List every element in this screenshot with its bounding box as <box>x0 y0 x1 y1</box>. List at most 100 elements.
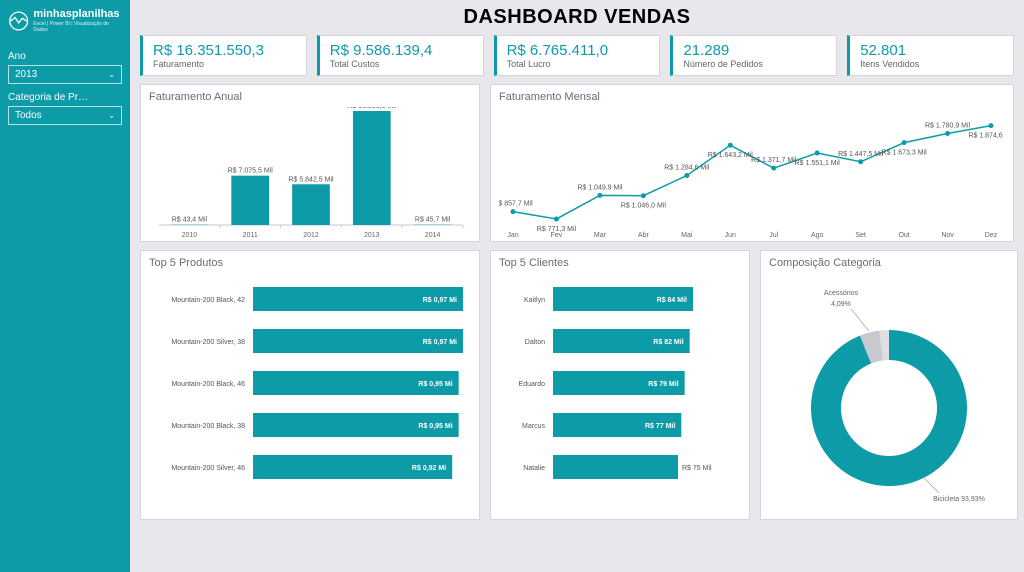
svg-text:R$ 1.551,1 Mil: R$ 1.551,1 Mil <box>795 160 841 167</box>
svg-text:R$ 0,95 Mi: R$ 0,95 Mi <box>418 381 452 388</box>
chart-title: Composição Categoria <box>769 257 1009 269</box>
svg-text:R$ 1.780,9 Mil: R$ 1.780,9 Mil <box>925 123 971 130</box>
chart-top5p-svg: Mountain-200 Black, 42 R$ 0,97 Mi Mountain… <box>149 273 473 515</box>
svg-text:Ago: Ago <box>811 232 824 239</box>
svg-text:Abr: Abr <box>638 232 650 239</box>
filter-cat-select[interactable]: Todos ⌄ <box>8 106 122 125</box>
filter-ano-label: Ano <box>8 51 122 62</box>
page-title: DASHBOARD VENDAS <box>140 6 1014 29</box>
main: DASHBOARD VENDAS R$ 16.351.550,3 Faturam… <box>130 0 1024 572</box>
svg-text:Kaitlyn: Kaitlyn <box>524 297 545 304</box>
svg-text:Mountain-200 Black, 42: Mountain-200 Black, 42 <box>171 297 245 304</box>
chart-mensal-svg: R$ 857,7 MilJanR$ 771,3 MilFevR$ 1.049,9… <box>499 107 1005 241</box>
svg-text:Dalton: Dalton <box>525 339 545 346</box>
svg-text:R$ 1.874,6 Mil: R$ 1.874,6 Mil <box>968 133 1005 140</box>
chevron-down-icon: ⌄ <box>108 70 115 79</box>
brand-name: minhasplanilhas <box>33 8 122 20</box>
filter-ano-value: 2013 <box>15 69 37 80</box>
chart-composicao[interactable]: Composição Categoria Acessórios 4,09% Bici… <box>760 250 1018 520</box>
chart-annual-svg: R$ 43,4 Mil 2010 R$ 7.075,5 Mil 2011 R$ 5.84… <box>149 107 473 241</box>
svg-text:Mai: Mai <box>681 232 693 239</box>
svg-text:R$ 75 Mil: R$ 75 Mil <box>682 465 712 472</box>
chart-title: Top 5 Produtos <box>149 257 471 269</box>
chart-annual[interactable]: Faturamento Anual R$ 43,4 Mil 2010 R$ 7.07… <box>140 84 480 242</box>
brand-logo: minhasplanilhas Excel | Power BI | Visua… <box>8 8 122 33</box>
chart-top5-produtos[interactable]: Top 5 Produtos Mountain-200 Black, 42 R$ … <box>140 250 480 520</box>
svg-text:2010: 2010 <box>182 232 198 239</box>
kpi-label: Total Custos <box>330 59 475 69</box>
chart-title: Top 5 Clientes <box>499 257 741 269</box>
svg-text:R$ 1.371,7 Mil: R$ 1.371,7 Mil <box>751 157 797 164</box>
kpi-value: R$ 6.765.411,0 <box>507 42 652 59</box>
svg-text:R$ 5.842,5 Mil: R$ 5.842,5 Mil <box>288 176 334 183</box>
svg-text:R$ 1.673,3 Mil: R$ 1.673,3 Mil <box>882 150 928 157</box>
chart-top5c-svg: Kaitlyn R$ 84 Mil Dalton R$ 82 Mil Eduardo R$… <box>499 273 743 515</box>
filter-cat-label: Categoria de Pr… <box>8 92 122 103</box>
brand-sub: Excel | Power BI | Visualização de Dados <box>33 21 122 33</box>
sidebar: minhasplanilhas Excel | Power BI | Visua… <box>0 0 130 572</box>
svg-text:R$ 0,97 Mi: R$ 0,97 Mi <box>423 297 457 304</box>
svg-text:Dez: Dez <box>985 232 998 239</box>
kpi-value: 52.801 <box>860 42 1005 59</box>
kpi-label: Número de Pedidos <box>683 59 828 69</box>
logo-icon <box>8 10 29 32</box>
svg-text:R$ 82 Mil: R$ 82 Mil <box>653 339 683 346</box>
svg-text:R$ 0,92 Mi: R$ 0,92 Mi <box>412 465 446 472</box>
svg-text:Out: Out <box>898 232 909 239</box>
kpi-custos: R$ 9.586.139,4 Total Custos <box>317 35 484 76</box>
filter-cat-value: Todos <box>15 110 42 121</box>
chart-title: Faturamento Mensal <box>499 91 1005 103</box>
kpi-label: Itens Vendidos <box>860 59 1005 69</box>
svg-text:R$ 45,7 Mil: R$ 45,7 Mil <box>415 217 451 224</box>
svg-text:4,09%: 4,09% <box>831 301 851 308</box>
kpi-faturamento: R$ 16.351.550,3 Faturamento <box>140 35 307 76</box>
svg-text:Acessórios: Acessórios <box>824 290 859 297</box>
svg-text:Jun: Jun <box>725 232 736 239</box>
kpi-pedidos: 21.289 Número de Pedidos <box>670 35 837 76</box>
filter-ano-select[interactable]: 2013 ⌄ <box>8 65 122 84</box>
svg-text:R$ 1.049,9 Mil: R$ 1.049,9 Mil <box>577 184 623 191</box>
svg-text:R$ 0,95 Mi: R$ 0,95 Mi <box>418 423 452 430</box>
svg-text:R$ 16.351,6 Mil: R$ 16.351,6 Mil <box>347 107 396 110</box>
svg-text:Mar: Mar <box>594 232 607 239</box>
svg-text:2012: 2012 <box>303 232 319 239</box>
svg-text:R$ 84 Mil: R$ 84 Mil <box>657 297 687 304</box>
svg-text:Eduardo: Eduardo <box>519 381 546 388</box>
chart-compo-svg: Acessórios 4,09% Bicicleta 93,93% <box>769 273 1009 515</box>
svg-text:2011: 2011 <box>243 232 258 239</box>
svg-text:R$ 79 Mil: R$ 79 Mil <box>648 381 678 388</box>
svg-text:Mountain-200 Black, 46: Mountain-200 Black, 46 <box>171 381 245 388</box>
svg-text:2014: 2014 <box>425 232 441 239</box>
svg-text:R$ 857,7 Mil: R$ 857,7 Mil <box>499 201 533 208</box>
kpi-itens: 52.801 Itens Vendidos <box>847 35 1014 76</box>
chart-mensal[interactable]: Faturamento Mensal R$ 857,7 MilJanR$ 771… <box>490 84 1014 242</box>
svg-text:Jan: Jan <box>507 232 518 239</box>
svg-text:R$ 77 Mil: R$ 77 Mil <box>645 423 675 430</box>
svg-text:R$ 1.643,2 Mil: R$ 1.643,2 Mil <box>708 152 754 159</box>
svg-text:Mountain-200 Silver, 46: Mountain-200 Silver, 46 <box>171 465 245 472</box>
svg-text:R$ 0,97 Mi: R$ 0,97 Mi <box>423 339 457 346</box>
svg-text:2013: 2013 <box>364 232 380 239</box>
svg-text:Bicicleta 93,93%: Bicicleta 93,93% <box>933 496 985 503</box>
svg-text:R$ 7.075,5 Mil: R$ 7.075,5 Mil <box>228 168 274 175</box>
kpi-value: R$ 9.586.139,4 <box>330 42 475 59</box>
kpi-lucro: R$ 6.765.411,0 Total Lucro <box>494 35 661 76</box>
svg-text:Mountain-200 Black, 38: Mountain-200 Black, 38 <box>171 423 245 430</box>
svg-text:R$ 43,4 Mil: R$ 43,4 Mil <box>172 217 208 224</box>
chevron-down-icon: ⌄ <box>108 111 115 120</box>
svg-text:Set: Set <box>855 232 866 239</box>
kpi-label: Total Lucro <box>507 59 652 69</box>
svg-text:Marcus: Marcus <box>522 423 545 430</box>
svg-text:Mountain-200 Silver, 38: Mountain-200 Silver, 38 <box>171 339 245 346</box>
chart-top5-clientes[interactable]: Top 5 Clientes Kaitlyn R$ 84 Mil Dalton R$ … <box>490 250 750 520</box>
svg-text:R$ 1.447,5 Mil: R$ 1.447,5 Mil <box>838 151 884 158</box>
svg-text:R$ 1.284,6 Mil: R$ 1.284,6 Mil <box>664 165 710 172</box>
svg-text:Natalie: Natalie <box>523 465 545 472</box>
kpi-label: Faturamento <box>153 59 298 69</box>
svg-text:Fev: Fev <box>551 232 563 239</box>
chart-title: Faturamento Anual <box>149 91 471 103</box>
kpi-value: R$ 16.351.550,3 <box>153 42 298 59</box>
svg-text:R$ 1.046,0 Mil: R$ 1.046,0 Mil <box>621 203 667 210</box>
kpi-row: R$ 16.351.550,3 Faturamento R$ 9.586.139… <box>140 35 1014 76</box>
kpi-value: 21.289 <box>683 42 828 59</box>
